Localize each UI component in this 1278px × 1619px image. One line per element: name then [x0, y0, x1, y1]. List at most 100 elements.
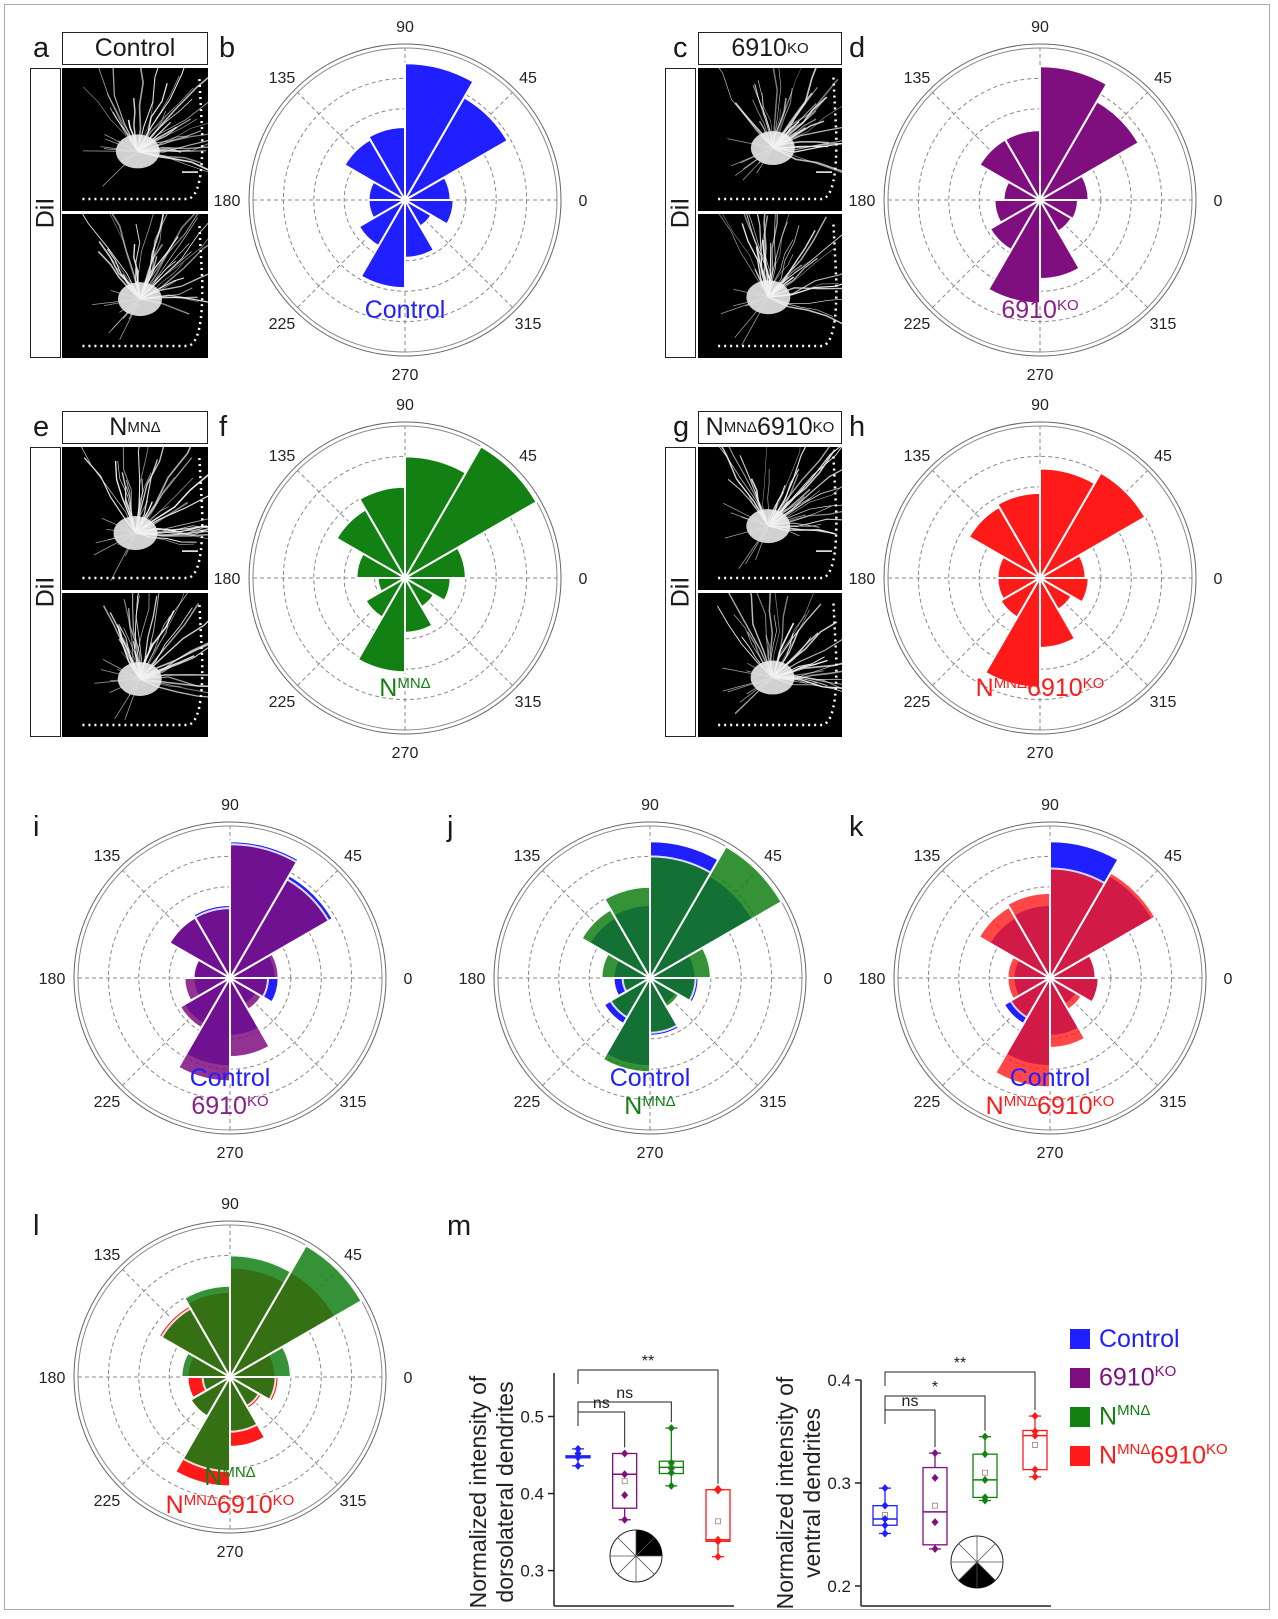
rose-wedge — [358, 485, 406, 582]
angle-label: 315 — [1150, 694, 1177, 711]
rose-wedge — [176, 974, 231, 1083]
angle-label: 270 — [637, 1145, 664, 1162]
micrograph-a-bottom — [62, 214, 208, 358]
angle-label: 315 — [1150, 316, 1177, 333]
significance-bracket — [577, 1401, 672, 1423]
rose-chart-d: 90 45 0 315 270 225 180 135 6910KO — [849, 19, 1223, 384]
legend-item: NMNΔ6910KO — [1070, 1439, 1265, 1473]
significance-label: ns — [593, 1395, 610, 1412]
rose-wedge — [356, 574, 406, 674]
significance-bracket — [884, 1409, 936, 1448]
data-point — [881, 1529, 889, 1538]
chart-genotype-label: Control — [190, 1064, 271, 1092]
angle-label: 135 — [914, 848, 941, 865]
polar-outer-ring — [73, 1220, 387, 1534]
neuron-image — [82, 593, 208, 727]
angle-label: 90 — [641, 797, 659, 814]
rose-wedge — [580, 908, 653, 981]
data-point — [574, 1444, 582, 1453]
data-point — [667, 1464, 675, 1473]
micrograph-c-top — [698, 68, 842, 211]
micrograph-g-bottom — [698, 593, 842, 737]
polar-outer-ring — [893, 821, 1207, 1135]
legend-swatch — [1070, 1446, 1090, 1466]
angle-label: 315 — [515, 316, 542, 333]
significance-bracket — [884, 1395, 986, 1431]
header-control: Control — [62, 32, 208, 65]
chart-genotype-label: 6910KO — [1001, 296, 1078, 324]
data-point — [1031, 1465, 1039, 1474]
rose-wedge — [160, 1307, 233, 1380]
chart-genotype-label: Control — [610, 1064, 691, 1092]
significance-label: ns — [902, 1393, 919, 1410]
box — [612, 1452, 638, 1509]
panel-letter-h: h — [849, 411, 866, 443]
rose-chart-b: 90 45 0 315 270 225 180 135 Control — [214, 19, 588, 384]
neuron-image — [718, 68, 842, 201]
data-point — [621, 1470, 629, 1479]
rose-wedge — [986, 196, 1041, 305]
data-point — [881, 1501, 889, 1510]
significance-bracket — [884, 1371, 1036, 1411]
y-tick-label: 0.4 — [520, 1485, 544, 1504]
angle-label: 90 — [1041, 797, 1059, 814]
rose-wedge — [343, 138, 408, 203]
rose-wedge — [649, 855, 713, 982]
angle-label: 180 — [214, 571, 241, 588]
series-0 — [343, 62, 510, 290]
data-point — [981, 1450, 989, 1459]
rose-chart-h: 90 45 0 315 270 225 180 135 NMNΔ6910KO — [849, 397, 1223, 762]
angle-label: 90 — [221, 1196, 239, 1213]
data-point — [981, 1475, 989, 1484]
legend-label: NMNΔ6910KO — [1099, 1441, 1228, 1470]
box — [705, 1489, 731, 1542]
rose-wedge — [181, 1373, 231, 1473]
data-point — [881, 1521, 889, 1530]
data-point — [667, 1424, 675, 1433]
legend-swatch — [1070, 1368, 1090, 1388]
angle-label: 180 — [849, 193, 876, 210]
y-tick-label: 0.3 — [827, 1474, 851, 1493]
legend-label: Control — [1099, 1324, 1180, 1353]
rose-wedge — [227, 1243, 364, 1380]
rose-wedge — [226, 1376, 277, 1402]
data-point — [1031, 1412, 1039, 1421]
angle-label: 0 — [579, 571, 588, 588]
series-1 — [168, 843, 331, 1083]
data-point — [714, 1552, 722, 1561]
data-point — [931, 1544, 939, 1553]
series-1 — [160, 1243, 364, 1473]
rose-wedge — [229, 1254, 293, 1381]
polar-outer-ring — [883, 43, 1197, 357]
panel-letter-i: i — [33, 811, 40, 843]
angle-label: 90 — [221, 797, 239, 814]
mean-marker — [932, 1502, 938, 1509]
polar-outer-ring — [248, 43, 562, 357]
rose-wedge — [993, 974, 1051, 1089]
y-tick-label: 0.4 — [827, 1371, 851, 1390]
chart-genotype-label: Control — [1010, 1064, 1091, 1092]
rose-wedge — [402, 444, 539, 581]
rose-wedge — [401, 199, 455, 226]
rose-wedge — [1046, 977, 1100, 1004]
polar-spoke — [932, 92, 1148, 308]
angle-label: 270 — [1027, 745, 1054, 762]
significance-label: ** — [954, 1355, 966, 1372]
angle-label: 180 — [459, 971, 486, 988]
angle-label: 90 — [396, 397, 414, 414]
rose-wedge — [359, 196, 406, 290]
header-nmn6910ko: N MNΔ 6910 KO — [698, 411, 842, 444]
angle-label: 225 — [269, 316, 296, 333]
angle-label: 45 — [344, 848, 362, 865]
y-tick-label: 0.2 — [827, 1577, 851, 1596]
rose-wedge — [978, 138, 1043, 203]
box — [972, 1453, 998, 1499]
angle-label: 270 — [392, 745, 419, 762]
angle-label: 225 — [514, 1094, 541, 1111]
mean-marker — [621, 1478, 628, 1485]
series-0 — [967, 467, 1147, 689]
significance-bracket — [577, 1411, 626, 1448]
panel-letter-c: c — [673, 32, 688, 64]
